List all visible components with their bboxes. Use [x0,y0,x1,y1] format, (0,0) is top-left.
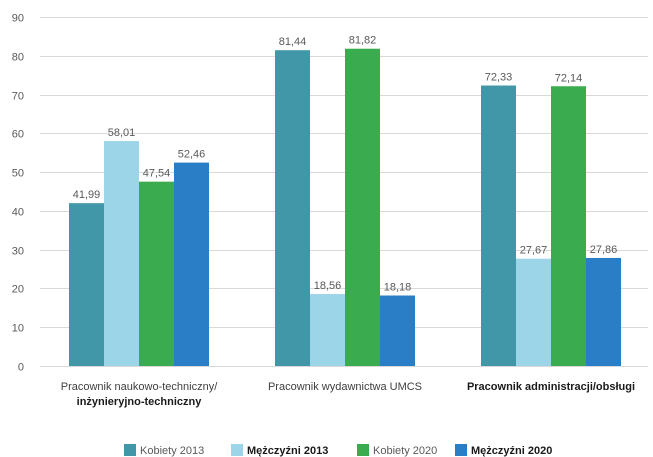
legend-item: Mężczyźni 2020 [455,444,552,457]
value-labels: 41,99 81,44 72,33 58,01 18,56 27,67 47,54 81,82… [73,35,618,294]
legend-label: Mężczyźni 2020 [471,445,552,457]
bar [139,181,174,366]
data-label: 81,82 [349,35,377,47]
bar [310,294,345,366]
y-tick-label: 80 [12,52,24,64]
legend-swatch [357,444,369,456]
category-label: inżynieryjno-techniczny [77,396,203,408]
data-label: 52,46 [178,149,206,161]
category-labels: Pracownik naukowo-techniczny/inżynieryjn… [61,381,635,408]
legend-swatch [124,444,136,456]
category-label: Pracownik wydawnictwa UMCS [268,381,422,393]
y-tick-label: 30 [12,246,24,258]
data-label: 72,14 [555,72,583,84]
y-tick-label: 10 [12,323,24,335]
bar [345,48,380,367]
bar [516,258,551,366]
data-label: 47,54 [143,168,171,180]
legend-item: Kobiety 2013 [124,444,204,457]
bar [275,50,310,366]
bars [69,48,621,367]
data-label: 18,18 [384,282,412,294]
bar [104,141,139,366]
bar [481,85,516,367]
data-label: 27,67 [520,245,548,257]
y-tick-label: 50 [12,168,24,180]
legend-swatch [455,444,467,456]
bar [174,162,209,366]
legend-label: Kobiety 2020 [373,445,437,457]
y-tick-label: 70 [12,91,24,103]
category-label: Pracownik administracji/obsługi [467,381,635,393]
data-label: 27,86 [590,244,618,256]
y-tick-label: 20 [12,284,24,296]
bar [380,295,415,366]
legend-label: Kobiety 2013 [140,445,204,457]
bar [586,257,621,366]
y-tick-label: 90 [12,13,24,25]
y-axis-ticks: 0 10 20 30 40 50 60 70 80 90 [12,13,24,374]
data-label: 58,01 [108,127,136,139]
legend: Kobiety 2013 Mężczyźni 2013 Kobiety 2020 Mę… [124,444,552,457]
category-label: Pracownik naukowo-techniczny/ [61,381,218,393]
data-label: 41,99 [73,189,101,201]
legend-label: Mężczyźni 2013 [247,445,328,457]
bar [69,203,104,366]
data-label: 81,44 [279,36,307,48]
bar [551,86,586,366]
y-tick-label: 60 [12,129,24,141]
legend-item: Mężczyźni 2013 [231,444,328,457]
y-tick-label: 0 [18,362,24,374]
legend-item: Kobiety 2020 [357,444,437,457]
data-label: 72,33 [485,72,513,84]
y-tick-label: 40 [12,207,24,219]
data-label: 18,56 [314,280,342,292]
legend-swatch [231,444,243,456]
